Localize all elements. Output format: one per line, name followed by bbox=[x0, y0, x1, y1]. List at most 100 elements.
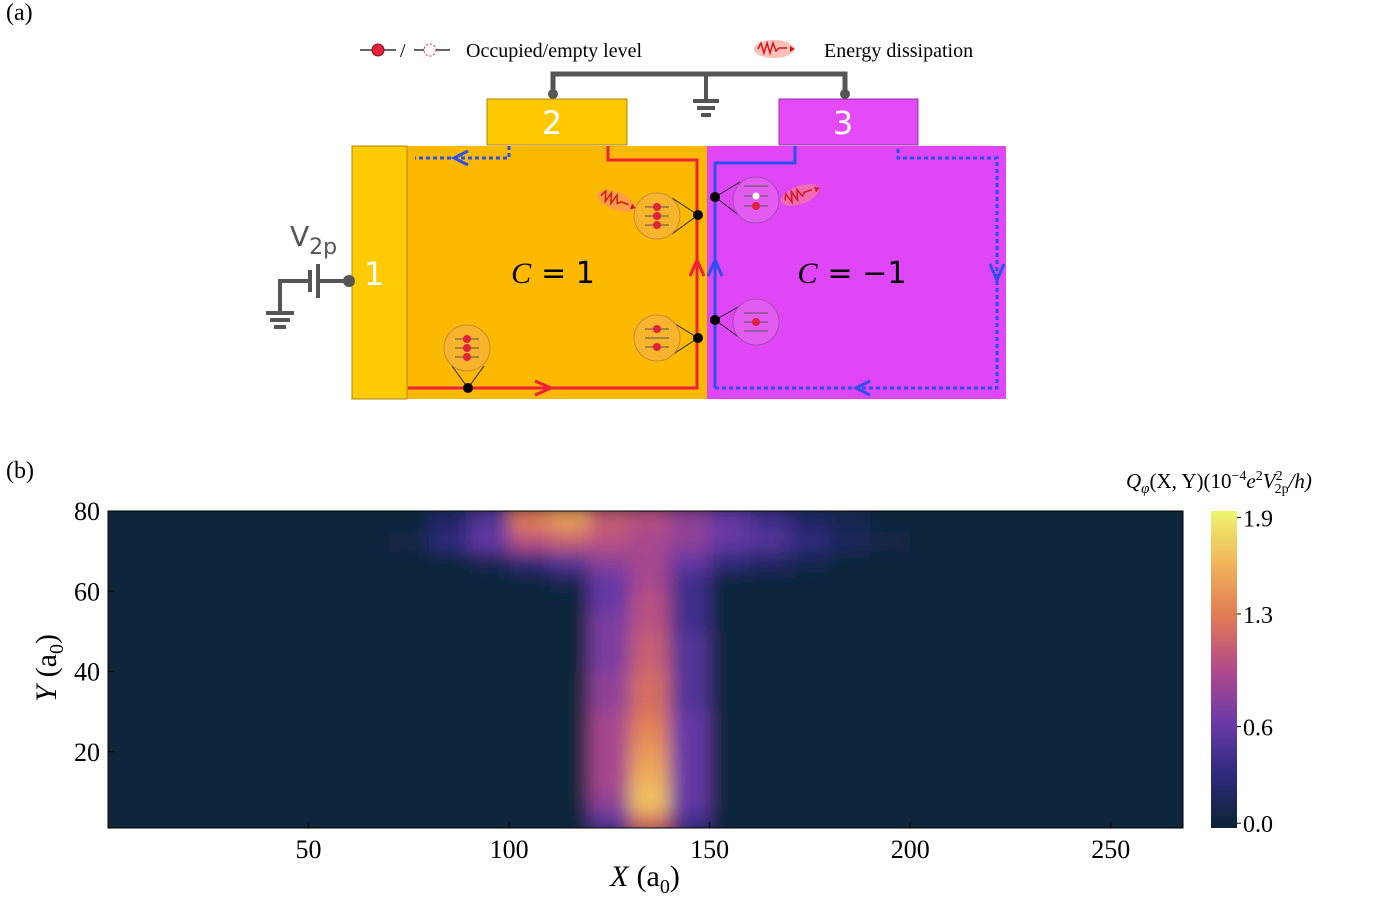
heatmap-cell bbox=[669, 691, 711, 713]
y-tick-label: 40 bbox=[74, 658, 100, 687]
heatmap-cell bbox=[348, 511, 390, 532]
symbol: X bbox=[609, 860, 630, 893]
heatmap-cell bbox=[830, 691, 871, 713]
heatmap-cell bbox=[308, 811, 350, 828]
heatmap-cell bbox=[469, 551, 510, 572]
heatmap-cell bbox=[108, 611, 149, 632]
heatmap-cell bbox=[509, 591, 550, 612]
heatmap-cell bbox=[749, 631, 791, 652]
heatmap-cell bbox=[549, 511, 590, 532]
heatmap-cell bbox=[1150, 751, 1183, 773]
heatmap-cell bbox=[469, 671, 510, 693]
heatmap-cell bbox=[950, 731, 991, 753]
inset bbox=[732, 298, 780, 346]
heatmap-cell bbox=[629, 711, 671, 733]
heatmap-cell bbox=[950, 671, 991, 693]
heatmap-cell bbox=[348, 751, 390, 773]
heatmap-cell bbox=[589, 751, 630, 773]
heatmap-cell bbox=[870, 751, 911, 773]
heatmap-cell bbox=[789, 631, 831, 652]
heatmap-cell bbox=[1110, 811, 1152, 828]
heatmap-cell bbox=[428, 811, 470, 828]
heatmap-cell bbox=[789, 751, 831, 773]
heatmap-cell bbox=[509, 631, 550, 652]
heatmap-cell bbox=[308, 651, 350, 673]
heatmap-cell bbox=[789, 711, 831, 733]
heatmap-cell bbox=[709, 691, 751, 713]
heatmap-cell bbox=[709, 571, 751, 592]
heatmap-cell bbox=[1110, 651, 1152, 673]
heatmap-cell bbox=[1110, 691, 1152, 713]
arrow bbox=[988, 263, 1006, 284]
arrow bbox=[688, 256, 706, 277]
heatmap-cell bbox=[509, 551, 550, 572]
heatmap-cell bbox=[1030, 591, 1072, 612]
heatmap-cell bbox=[469, 631, 510, 652]
heatmap-cell bbox=[990, 591, 1032, 612]
heatmap-cell bbox=[388, 771, 430, 793]
heatmap-cell bbox=[950, 751, 991, 773]
heatmap-cell bbox=[268, 651, 310, 673]
heatmap-cell bbox=[629, 511, 671, 532]
heatmap-cell bbox=[629, 611, 671, 632]
t: V bbox=[1263, 469, 1278, 493]
heatmap-cell bbox=[629, 631, 671, 652]
heatmap-cell bbox=[188, 511, 229, 532]
heatmap-cell bbox=[990, 511, 1032, 532]
wire-node bbox=[343, 275, 355, 287]
heatmap-cell bbox=[1110, 671, 1152, 693]
heatmap-cell bbox=[629, 651, 671, 673]
heatmap-cell bbox=[268, 551, 310, 572]
heatmap-cell bbox=[910, 811, 951, 828]
heatmap-cell bbox=[669, 631, 711, 652]
heatmap-cell bbox=[1150, 811, 1183, 828]
heatmap-cell bbox=[629, 531, 671, 552]
heatmap-cell bbox=[1030, 751, 1072, 773]
x-tick-label: 150 bbox=[690, 835, 729, 864]
heatmap-cell bbox=[509, 671, 550, 693]
heatmap-cell bbox=[348, 551, 390, 572]
heatmap-cell bbox=[469, 571, 510, 592]
t: e bbox=[1246, 469, 1255, 493]
colorbar-tick-label: 0.6 bbox=[1243, 716, 1273, 742]
wire-node bbox=[840, 89, 850, 99]
heatmap-cell bbox=[589, 811, 630, 828]
heatmap-cell bbox=[910, 751, 951, 773]
heatmap-cell bbox=[830, 791, 871, 813]
heatmap-cell bbox=[549, 791, 590, 813]
legend-wiggle bbox=[753, 39, 796, 59]
symbol: Y bbox=[30, 682, 63, 702]
heatmap-cell bbox=[268, 691, 310, 713]
heatmap-cell bbox=[1070, 591, 1112, 612]
heatmap-cell bbox=[589, 531, 630, 552]
heatmap-cell bbox=[990, 631, 1032, 652]
heatmap-cell bbox=[870, 611, 911, 632]
heatmap-cell bbox=[268, 611, 310, 632]
heatmap-cell bbox=[709, 711, 751, 733]
heatmap-cell bbox=[509, 791, 550, 813]
legend: / Occupied/empty level Energy dissipatio… bbox=[360, 39, 973, 62]
heatmap-cell bbox=[348, 791, 390, 813]
pointer bbox=[671, 197, 699, 216]
heatmap-cell bbox=[348, 591, 390, 612]
heatmap-cell bbox=[589, 611, 630, 632]
heatmap-cell bbox=[990, 611, 1032, 632]
heatmap-cell bbox=[870, 731, 911, 753]
heatmap-cell bbox=[188, 611, 229, 632]
edge-red bbox=[408, 146, 699, 390]
heatmap-cell bbox=[589, 671, 630, 693]
heatmap-cell bbox=[1030, 771, 1072, 793]
heatmap-cell bbox=[428, 591, 470, 612]
heatmap-cell bbox=[188, 671, 229, 693]
heatmap-cell bbox=[1150, 691, 1183, 713]
heatmap-cell bbox=[228, 571, 269, 592]
heatmap-cell bbox=[589, 591, 630, 612]
heatmap-cell bbox=[749, 731, 791, 753]
heatmap-cell bbox=[709, 751, 751, 773]
heatmap-cell bbox=[188, 791, 229, 813]
heatmap-cell bbox=[910, 671, 951, 693]
heatmap-cell bbox=[308, 611, 350, 632]
heatmap-cell bbox=[1070, 671, 1112, 693]
heatmap-cell bbox=[228, 631, 269, 652]
heatmap-cell bbox=[749, 651, 791, 673]
